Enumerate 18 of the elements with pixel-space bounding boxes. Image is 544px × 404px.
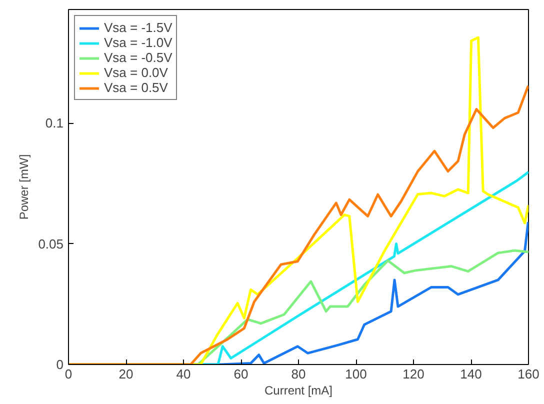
legend-label: Vsa = -0.5V — [104, 50, 172, 65]
legend-label: Vsa = 0.5V — [104, 80, 168, 95]
x-tick-label: 20 — [118, 366, 134, 382]
x-tick-label: 160 — [518, 366, 540, 382]
x-tick-label: 140 — [460, 366, 482, 382]
y-tick-label: 0 — [56, 357, 64, 372]
legend-label: Vsa = -1.0V — [104, 35, 172, 50]
legend-label: Vsa = 0.0V — [104, 65, 168, 80]
y-tick-label: 0.05 — [38, 236, 64, 252]
legend-label: Vsa = -1.5V — [104, 20, 172, 35]
y-axis-title: Power [mW] — [17, 154, 32, 220]
x-tick-label: 60 — [234, 366, 248, 382]
y-tick-label: 0.1 — [45, 116, 64, 131]
x-tick-label: 120 — [402, 366, 424, 382]
x-axis-title: Current [mA] — [264, 384, 333, 398]
x-tick-label: 100 — [345, 366, 367, 382]
x-tick-label: 40 — [176, 366, 191, 382]
x-tick-label: 80 — [291, 366, 306, 382]
